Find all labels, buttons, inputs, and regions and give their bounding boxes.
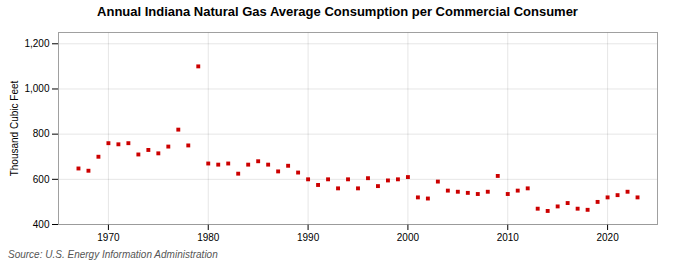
svg-text:1,200: 1,200: [24, 38, 49, 49]
svg-text:1990: 1990: [297, 232, 320, 243]
svg-text:800: 800: [33, 128, 50, 139]
html-text:Annual Indiana Natural Gas Ave: Annual Indiana Natural Gas Average Consu…: [97, 4, 578, 19]
svg-text:2000: 2000: [397, 232, 420, 243]
svg-text:400: 400: [33, 219, 50, 230]
svg-text:Thousand Cubic Feet: Thousand Cubic Feet: [9, 80, 20, 176]
svg-text:1970: 1970: [97, 232, 120, 243]
svg-text:1,000: 1,000: [24, 83, 49, 94]
svg-text:600: 600: [33, 174, 50, 185]
svg-text:2020: 2020: [596, 232, 619, 243]
svg-text:1980: 1980: [197, 232, 220, 243]
html-text:Source: U.S. Energy Informatio: Source: U.S. Energy Information Administ…: [8, 249, 218, 260]
svg-text:2010: 2010: [497, 232, 520, 243]
